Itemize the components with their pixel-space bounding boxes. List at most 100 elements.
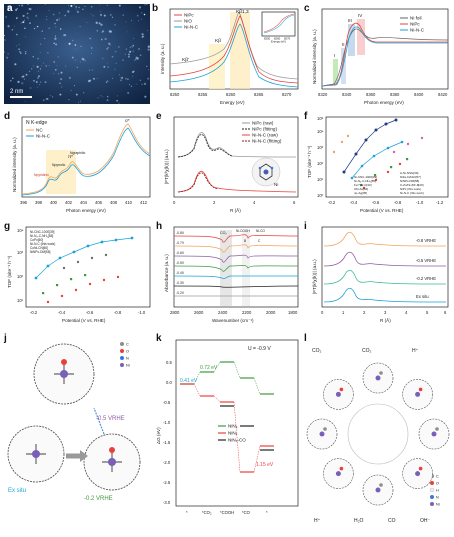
- panel-d: d N K-edge σ* π* Npyridinic Npyrrolic Ng…: [4, 111, 154, 216]
- panel-f: f Ni-CNC-1000[39] Ni-N₄-C-NH₂[55] Fe³⁺-N…: [304, 111, 452, 216]
- panel-d-label: d: [4, 111, 11, 122]
- d-pi: π*: [68, 154, 73, 159]
- legend-g-0: Ni-CNC-1000[39]: [30, 230, 55, 234]
- panel-e: e NiPc (raw) NiPc (fitting) Ni-N-C (raw)…: [156, 111, 302, 216]
- chart-f: Ni-CNC-1000[39] Ni-N₄-C-NH₂[55] Fe³⁺-N-C…: [307, 116, 449, 213]
- e-xlabel: R (Å): [230, 207, 241, 213]
- b-xtick-2: 8260: [226, 92, 236, 97]
- i-xlabel: R (Å): [380, 317, 391, 323]
- c-xtick-0: 8320: [318, 92, 328, 97]
- k-title: U = -0.9 V: [248, 346, 271, 352]
- ni-atom: [263, 169, 269, 175]
- e-xtick-3: 6: [293, 200, 296, 205]
- legend-k-nin2co: NiN₂-CO: [228, 438, 246, 443]
- legend-k-nin2: NiN₂: [228, 431, 238, 436]
- h-band-nicooh: Ni-COOH: [236, 229, 250, 233]
- legend-f-9: NiPc (this work): [400, 187, 421, 191]
- legend-e: NiPc (raw) NiPc (fitting) Ni-N-C (raw) N…: [242, 121, 282, 144]
- i-xtick-6: 6: [444, 310, 447, 315]
- chart-g: Ni-CNC-1000[39] Ni-N₄-C-NH₂[55] CoPc[60]…: [7, 226, 151, 323]
- c-region-3: III: [348, 18, 352, 23]
- d-xtick-6: 408: [110, 200, 118, 205]
- h-pot-3: -0.5V: [176, 261, 185, 265]
- g-ytick-2: 10³: [17, 250, 24, 255]
- g-xlabel: Potential (V vs. RHE): [62, 318, 106, 323]
- panel-i-label: i: [304, 221, 307, 232]
- l-species-co2-b: CO₂: [362, 348, 372, 354]
- h-pot-1: -0.7V: [176, 241, 185, 245]
- panel-k: k U = -0.9 V 0: [156, 333, 302, 534]
- i-curve-2: -0.2 VRHE: [416, 276, 436, 281]
- g-ylabel: TOF (site⁻¹ h⁻¹): [7, 255, 12, 288]
- legend-f-5: A-Ni-NSG[39]: [400, 171, 419, 175]
- e-ylabel: |FT(k³χ(k))| (a.u.): [164, 149, 169, 184]
- k-xtick-0: *: [186, 510, 188, 515]
- i-curve-1: -0.5 VRHE: [416, 258, 436, 263]
- panel-b: b Kβ' Kβ Kβ1,3 NiPc NiO Ni-N-C 8250 8260…: [152, 3, 302, 108]
- k-ylabel: ΔG (eV): [156, 427, 161, 444]
- legend-nc: NC: [36, 128, 43, 133]
- peak-kbeta13: Kβ1,3: [236, 9, 249, 15]
- e-xtick-2: 4: [253, 200, 256, 205]
- h-pot-5: -0.3V: [176, 281, 185, 285]
- legend-nipc: NiPc: [184, 13, 194, 18]
- h-xtick-3: 2200: [242, 310, 252, 315]
- panel-l: l C O H N Ni CO₂ CO₂ H⁺ H⁺ OH⁻ H₂O CO: [304, 333, 452, 534]
- c-xtick-3: 8380: [390, 92, 400, 97]
- inset-b-tick-0: 8250: [264, 37, 271, 41]
- panel-a-label: a: [7, 3, 13, 14]
- mechanism-cycle: [306, 362, 450, 506]
- panel-g-label: g: [4, 221, 11, 232]
- chart-h: -0.8V -0.7V -0.6V -0.5V -0.4V -0.3V -0.2…: [164, 226, 299, 323]
- d-ngraphitic: Ngraphitic: [70, 151, 86, 155]
- d-xtick-4: 404: [80, 200, 88, 205]
- i-xtick-0: 0: [321, 310, 324, 315]
- h-pot-6: -0.2V: [176, 291, 185, 295]
- d-xlabel: Photon energy (eV): [66, 208, 106, 213]
- i-xtick-5: 5: [426, 310, 429, 315]
- d-sigma: σ*: [125, 118, 130, 123]
- legend-f-10: Ni-N-C (this work): [400, 191, 424, 195]
- panel-j-label: j: [4, 333, 7, 344]
- legend-k: NiN₄ NiN₂ NiN₂-CO: [218, 424, 246, 443]
- legend-c: Ni foil NiPc Ni-N-C: [400, 16, 425, 33]
- legend-e-nipc-raw: NiPc (raw): [252, 121, 274, 126]
- panel-f-label: f: [304, 111, 308, 122]
- scale-bar-label: 2 nm: [10, 89, 23, 95]
- legend-f-2: Fe³⁺-N-C[33]: [354, 183, 372, 187]
- inset-b: 8250 8260 8270 Energy (eV): [261, 11, 296, 44]
- d-title: N K-edge: [26, 120, 47, 126]
- c-region-4: IV: [358, 13, 363, 18]
- i-curve-0: -0.8 VRHE: [416, 238, 436, 243]
- peak-kbeta-prime: Kβ': [182, 57, 189, 63]
- f-ytick-5: 10⁵: [317, 116, 324, 121]
- h-xtick-2: 2400: [218, 310, 228, 315]
- k-ytick-2: -0.5: [163, 400, 171, 405]
- h-xtick-0: 2800: [170, 310, 180, 315]
- b-xtick-3: 8265: [254, 92, 264, 97]
- h-pot-4: -0.4V: [176, 271, 185, 275]
- f-xtick-5: -1.2: [436, 200, 444, 205]
- chart-k: U = -0.9 V 0.41 eV 0.7: [156, 339, 299, 515]
- e-atom-label: Ni: [274, 182, 278, 187]
- k-ytick-4: -1.5: [163, 440, 171, 445]
- l-species-oh: OH⁻: [420, 518, 431, 524]
- h-xtick-5: 1800: [288, 310, 298, 315]
- legend-f-6: NiFe-DASC[57]: [400, 175, 421, 179]
- f-xlabel: Potential (V vs. RHE): [360, 208, 404, 213]
- g-xtick-0: -0.2: [30, 310, 38, 315]
- l-species-h2o: H₂O: [354, 518, 364, 524]
- f-xtick-3: -0.8: [394, 200, 402, 205]
- c-region-1: I: [334, 53, 335, 58]
- g-xtick-4: -1.0: [138, 310, 146, 315]
- l-species-h-b: H⁺: [314, 518, 321, 524]
- l-species-h-a: H⁺: [412, 348, 419, 354]
- legend-g-5: NiNPc-DM[58]: [30, 250, 50, 254]
- legend-e-ninc-raw: Ni-N-C (raw): [252, 133, 278, 138]
- legend-ninc: Ni-N-C: [184, 25, 199, 30]
- f-xtick-4: -1.0: [416, 200, 424, 205]
- inset-b-tick-1: 8260: [274, 37, 281, 41]
- h-pot-0: -0.8V: [176, 231, 185, 235]
- d-xtick-1: 398: [35, 200, 43, 205]
- k-xtick-4: *: [266, 510, 268, 515]
